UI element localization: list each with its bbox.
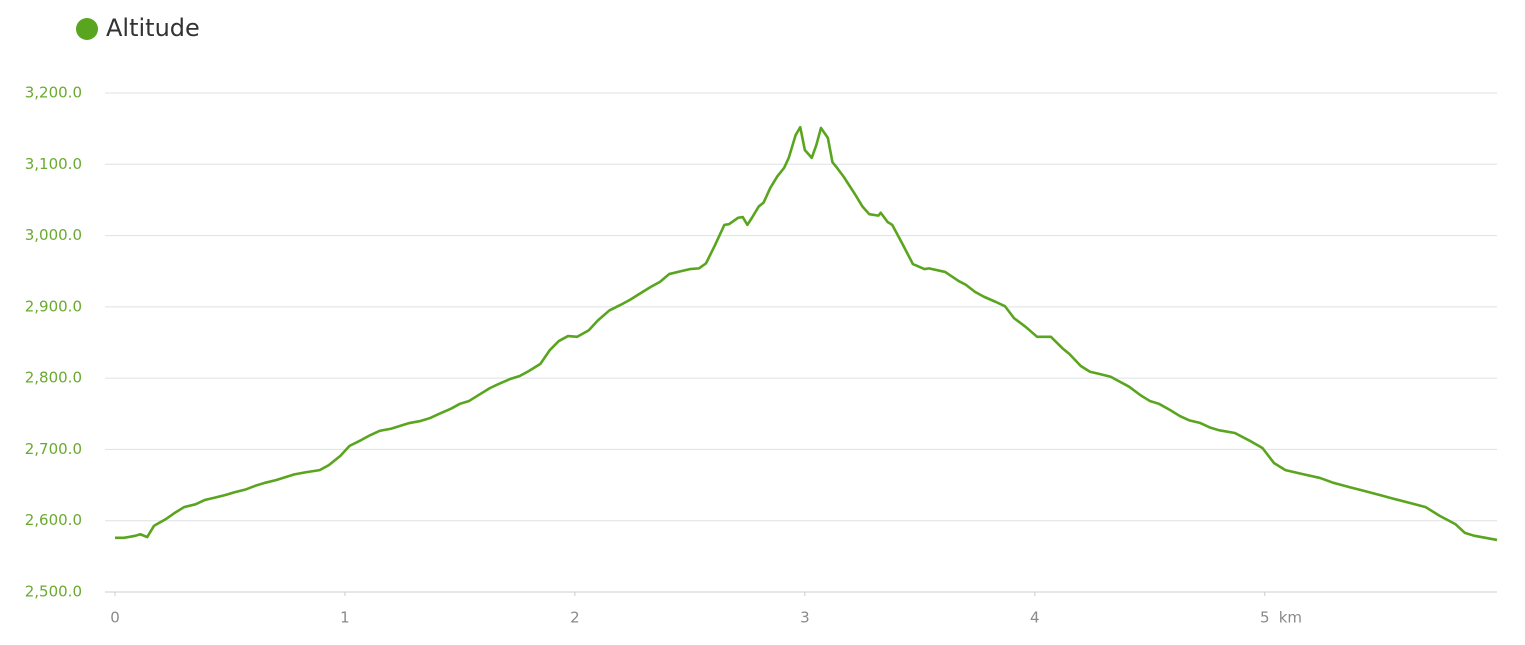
altitude-line bbox=[115, 125, 1498, 542]
x-axis-unit: km bbox=[1279, 609, 1302, 627]
x-tick-label: 2 bbox=[570, 609, 580, 627]
y-tick-label: 3,100.0 bbox=[25, 155, 82, 173]
y-tick-label: 3,000.0 bbox=[25, 226, 82, 244]
x-tick-label: 3 bbox=[800, 609, 810, 627]
y-tick-label: 2,700.0 bbox=[25, 440, 82, 458]
x-tick-label: 4 bbox=[1030, 609, 1040, 627]
x-tick-label: 1 bbox=[340, 609, 350, 627]
legend-label: Altitude bbox=[106, 14, 200, 42]
legend-marker bbox=[76, 18, 98, 40]
y-tick-label: 3,200.0 bbox=[25, 84, 82, 102]
y-tick-label: 2,900.0 bbox=[25, 297, 82, 315]
x-tick-label: 5 bbox=[1260, 609, 1270, 627]
x-tick-label: 0 bbox=[110, 609, 120, 627]
y-tick-label: 2,500.0 bbox=[25, 583, 82, 601]
y-tick-label: 2,600.0 bbox=[25, 511, 82, 529]
y-tick-label: 2,800.0 bbox=[25, 369, 82, 387]
